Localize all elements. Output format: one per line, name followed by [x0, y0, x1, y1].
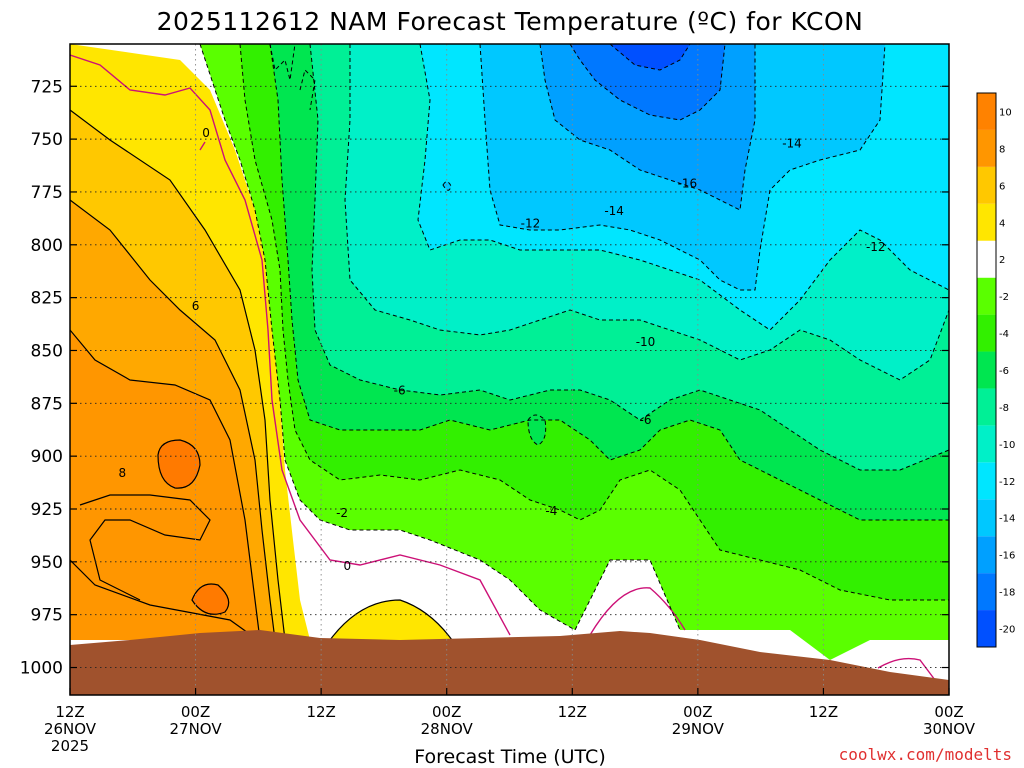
y-tick-label: 850	[31, 341, 63, 361]
x-tick-label: 26NOV	[44, 720, 97, 738]
colorbar-tick-label: -6	[999, 366, 1009, 377]
colorbar-swatch	[977, 536, 996, 574]
cold-band-18	[570, 44, 725, 120]
contour-label: -6	[640, 413, 652, 427]
colorbar-swatch	[977, 314, 996, 352]
colorbar-tick-label: -16	[999, 551, 1015, 562]
warm-cell-10b	[192, 584, 229, 615]
colorbar-tick-label: -14	[999, 514, 1015, 525]
colorbar-tick-label: -4	[999, 329, 1009, 340]
contour-label: -2	[336, 506, 348, 520]
colorbar-swatch	[977, 129, 996, 167]
colorbar-tick-label: 4	[999, 218, 1005, 229]
colorbar-swatch	[977, 388, 996, 426]
x-tick-label: 28NOV	[421, 720, 474, 738]
cold-cell-16	[443, 181, 451, 191]
chart-title: 2025112612 NAM Forecast Temperature (ºC)…	[157, 7, 864, 36]
warm-cell-10	[158, 440, 200, 489]
colorbar-tick-label: 8	[999, 144, 1005, 155]
colorbar-tick-label: -10	[999, 440, 1015, 451]
contour-label: 6	[192, 299, 200, 313]
y-tick-label: 825	[31, 289, 63, 309]
x-tick-label: 27NOV	[170, 720, 223, 738]
y-tick-label: 1000	[20, 659, 63, 679]
contour-label: -14	[782, 136, 802, 150]
y-tick-label: 925	[31, 500, 63, 520]
temperature-field	[70, 44, 949, 695]
x-tick-label: 30NOV	[923, 720, 976, 738]
colorbar-tick-label: -18	[999, 588, 1015, 599]
colorbar-swatch	[977, 573, 996, 611]
x-axis-label: Forecast Time (UTC)	[414, 746, 605, 768]
cold-cell-8	[528, 415, 546, 445]
x-tick-label: 12Z	[55, 703, 84, 721]
contour-label: -12	[521, 217, 541, 231]
colorbar-tick-label: -2	[999, 292, 1009, 303]
y-tick-label: 800	[31, 236, 63, 256]
contour-label: -14	[604, 204, 624, 218]
colorbar-swatch	[977, 499, 996, 537]
colorbar-tick-label: -20	[999, 625, 1015, 636]
cold-band-20	[610, 44, 690, 70]
credit-text: coolwx.com/modelts	[839, 745, 1012, 764]
colorbar-swatch	[977, 93, 996, 130]
zero-contours	[70, 54, 936, 681]
colorbar-swatch	[977, 610, 996, 647]
contour-label: 0	[202, 126, 210, 140]
grid-lines	[70, 44, 949, 695]
warm-contours	[70, 109, 453, 641]
cold-contours	[199, 44, 949, 631]
colorbar-tick-label: 6	[999, 181, 1005, 192]
contour-label: 0	[343, 559, 351, 573]
contour-label: -16	[678, 177, 698, 191]
x-tick-label: 12Z	[809, 703, 838, 721]
colorbar-tick-label: -8	[999, 403, 1009, 414]
y-tick-label: 950	[31, 553, 63, 573]
contour-labels: 0 6 8 -6 -2 0 -4 -6 -10 -12 -14 -16 -14 -12	[119, 126, 886, 573]
y-tick-label: 975	[31, 606, 63, 626]
x-tick-label: 12Z	[306, 703, 335, 721]
warm-band-8-10	[70, 330, 260, 640]
x-tick-label: 12Z	[558, 703, 587, 721]
x-tick-label: 00Z	[934, 703, 963, 721]
x-tick-label: 00Z	[683, 703, 712, 721]
x-tick-label: 00Z	[432, 703, 461, 721]
y-tick-label: 900	[31, 447, 63, 467]
y-tick-label: 725	[31, 77, 63, 97]
x-tick-label: 2025	[51, 737, 89, 755]
colorbar-tick-label: 2	[999, 255, 1005, 266]
y-tick-label: 775	[31, 183, 63, 203]
contour-label: 8	[119, 466, 127, 480]
contour-label: -6	[394, 384, 406, 398]
colorbar-swatch	[977, 462, 996, 500]
colorbar-swatch	[977, 425, 996, 463]
x-tick-label: 00Z	[181, 703, 210, 721]
y-tick-label: 750	[31, 130, 63, 150]
terrain	[70, 630, 949, 695]
plot-frame	[69, 43, 950, 696]
colorbar-swatch	[977, 203, 996, 241]
colorbar-swatch	[977, 277, 996, 315]
colorbar-tick-label: 10	[999, 107, 1012, 118]
colorbar-swatch	[977, 240, 996, 278]
contour-label: -4	[545, 504, 557, 518]
colorbar-tick-label: -12	[999, 477, 1015, 488]
colorbar-frame	[976, 92, 997, 648]
y-tick-label: 875	[31, 394, 63, 414]
contour-label: -10	[636, 335, 656, 349]
colorbar-swatch	[977, 351, 996, 389]
colorbar-swatch	[977, 166, 996, 204]
warm-bump-1	[330, 600, 452, 640]
contour-label: -12	[866, 240, 886, 254]
x-tick-label: 29NOV	[672, 720, 725, 738]
colorbar: -20 -18 -16 -14 -12 -10 -8 -6 -4 -2 2 4 6 8 10	[976, 92, 1015, 648]
